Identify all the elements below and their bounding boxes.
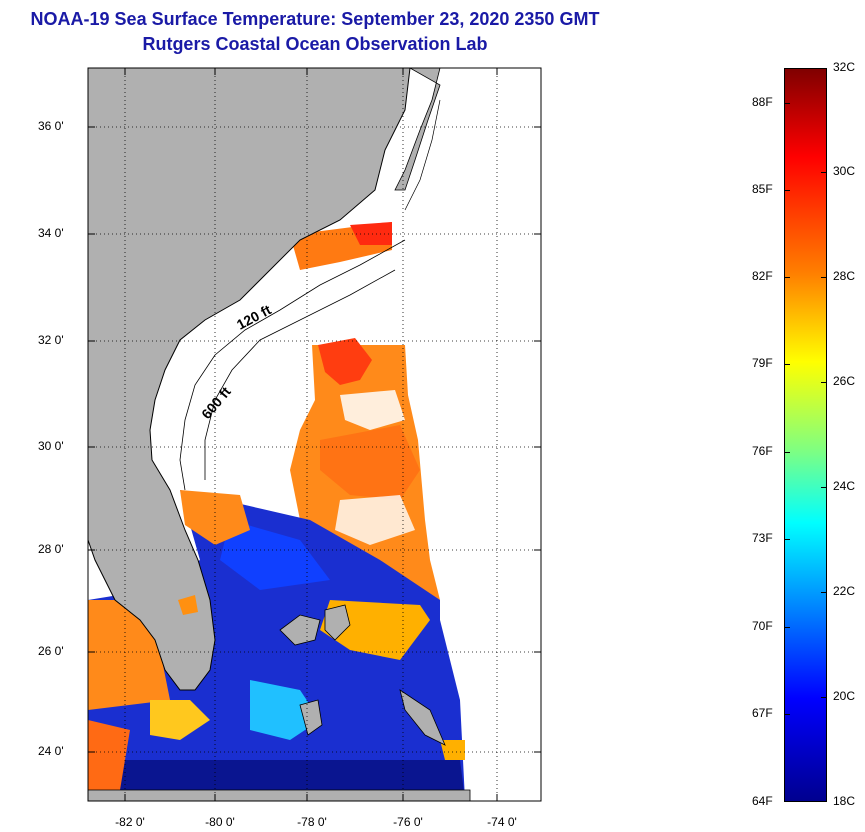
cbar-label-79f: 79F [752, 356, 773, 370]
cbar-label-32c: 32C [833, 60, 856, 74]
cbar-label-28c: 28C [833, 269, 856, 283]
cbar-label-85f: 85F [752, 182, 773, 196]
land-abaco [324, 604, 351, 641]
isobath-600ft [204, 269, 396, 480]
lon-label-74: -74 0' [487, 815, 517, 829]
cbar-label-18c: 18C [833, 794, 856, 808]
lat-label-28: 28 0' [38, 542, 64, 556]
sst-patch-carolina-hot [350, 222, 392, 245]
sst-patch-sw-warm [88, 720, 130, 795]
cbar-label-73f: 73F [752, 531, 773, 545]
isobath-120ft [179, 239, 406, 491]
lon-label-78: -78 0' [297, 815, 327, 829]
cbar-label-26c: 26C [833, 374, 856, 388]
cbar-label-24c: 24C [833, 479, 856, 493]
cbar-label-82f: 82F [752, 269, 773, 283]
lat-label-34: 34 0' [38, 226, 64, 240]
cbar-label-64f: 64F [752, 794, 773, 808]
land [88, 68, 471, 801]
lat-label-24: 24 0' [38, 744, 64, 758]
map-title: NOAA-19 Sea Surface Temperature: Septemb… [30, 9, 600, 29]
lon-label-80: -80 0' [205, 815, 235, 829]
land-grand-bahama [279, 614, 321, 646]
land-andros [299, 699, 323, 736]
cbar-label-20c: 20C [833, 689, 856, 703]
land-eleuthera [399, 689, 446, 746]
cbar-label-76f: 76F [752, 444, 773, 458]
sst-patch-fl-warm [180, 490, 250, 545]
cbar-label-88f: 88F [752, 95, 773, 109]
land-mainland [88, 68, 411, 691]
sst-patch-yellow [150, 700, 210, 740]
lat-label-26: 26 0' [38, 644, 64, 658]
cbar-label-30c: 30C [833, 164, 856, 178]
map-subtitle: Rutgers Coastal Ocean Observation Lab [142, 34, 488, 54]
lat-label-36: 36 0' [38, 119, 64, 133]
lat-label-32: 32 0' [38, 333, 64, 347]
plot-frame [87, 67, 542, 802]
cloud-hole-1 [340, 390, 405, 430]
cloud-hole-2 [335, 495, 415, 545]
sst-patch-orange-2 [320, 425, 420, 500]
sst-patch-cyan [250, 680, 320, 740]
axis-ticks [88, 68, 541, 801]
lon-label-82: -82 0' [115, 815, 145, 829]
land-cuba [88, 789, 471, 801]
sst-patch-blue-2 [220, 520, 330, 590]
colorbar [784, 68, 827, 802]
sst-lake-okeechobee [178, 595, 198, 615]
isobath-outer [404, 99, 441, 211]
sst-patch-edge-warm [440, 740, 465, 760]
land-outer-banks [394, 68, 441, 191]
cbar-label-67f: 67F [752, 706, 773, 720]
sst-patch-hot [318, 338, 372, 385]
cbar-label-70f: 70F [752, 619, 773, 633]
lon-label-76: -76 0' [393, 815, 423, 829]
lat-label-30: 30 0' [38, 439, 64, 453]
cbar-label-22c: 22C [833, 584, 856, 598]
